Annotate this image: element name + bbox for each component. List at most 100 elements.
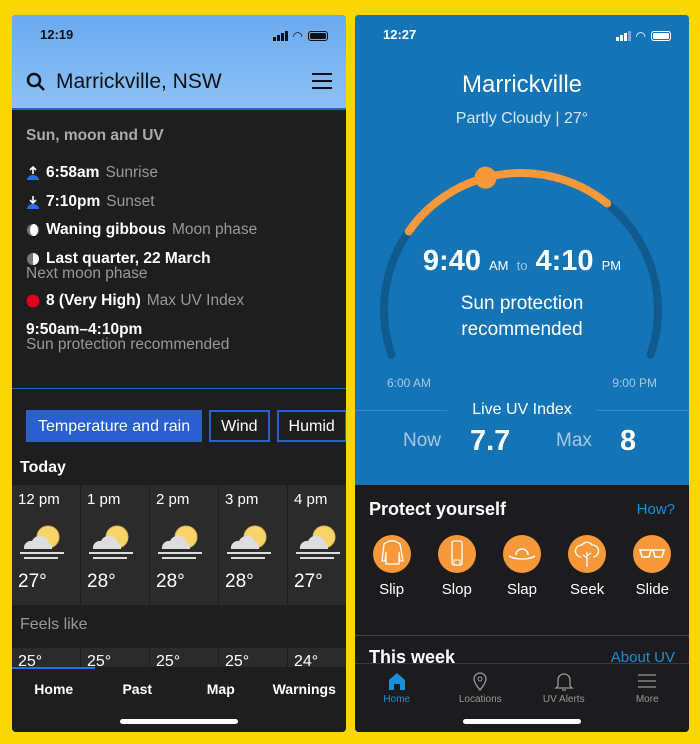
- max-uv-label: Max UV Index: [146, 292, 245, 310]
- tab-humidity[interactable]: Humid: [276, 410, 346, 442]
- sunset-time: 7:10pm: [46, 192, 101, 210]
- partly-cloudy-icon: [18, 523, 70, 568]
- protect-label: Slide: [635, 581, 670, 598]
- nav-label: Locations: [458, 694, 502, 705]
- protect-slide[interactable]: Slide: [627, 535, 677, 599]
- nav-label: More: [635, 694, 659, 705]
- nav-uv-alerts[interactable]: UV Alerts: [522, 664, 606, 732]
- divider: [355, 635, 689, 636]
- hour-time: 4 pm: [294, 491, 328, 508]
- bottom-nav: Home Past Map Warnings: [12, 667, 346, 732]
- next-moon-label: Next moon phase: [26, 265, 148, 282]
- status-time: 12:19: [40, 27, 74, 42]
- weather-condition: Partly Cloudy | 27°: [455, 110, 589, 127]
- divider: [355, 410, 447, 411]
- protect-slip[interactable]: Slip: [367, 535, 417, 599]
- sunrise-time: 6:58am: [46, 164, 100, 182]
- menu-icon[interactable]: [312, 73, 332, 94]
- tab-wind[interactable]: Wind: [209, 410, 270, 442]
- to-label: to: [516, 258, 528, 273]
- protection-line-2: recommended: [461, 319, 583, 340]
- uv-dot-icon: [26, 294, 40, 308]
- nav-home[interactable]: Home: [34, 681, 74, 697]
- today-heading: Today: [20, 459, 66, 476]
- location-search[interactable]: Marrickville, NSW: [26, 70, 222, 94]
- signal-icon: [615, 31, 631, 41]
- bom-weather-phone: 12:19 ◠ Marrickville, NSW Sun, moon and …: [12, 15, 346, 732]
- end-ampm: PM: [601, 258, 622, 273]
- protect-label: Slop: [441, 581, 472, 598]
- tab-temperature-rain[interactable]: Temperature and rain: [26, 410, 203, 442]
- hour-column[interactable]: 2 pm 28°: [150, 485, 219, 605]
- location-name: Marrickville, NSW: [56, 70, 222, 93]
- uv-panel: 12:27 ◠ Marrickville Partly Cloudy | 27°…: [355, 15, 689, 485]
- hour-temp: 27°: [18, 571, 47, 592]
- start-time: 9:40: [422, 245, 481, 277]
- location-pin-icon: [473, 672, 487, 691]
- moon-row: Waning gibbous Moon phase: [26, 216, 257, 245]
- nav-more[interactable]: More: [606, 664, 690, 732]
- next-moon-phase: Last quarter, 22 March: [46, 249, 211, 267]
- sunrise-icon: [27, 166, 39, 181]
- nav-home[interactable]: Home: [355, 664, 439, 732]
- feels-like-value: 24°: [288, 648, 346, 668]
- how-link[interactable]: How?: [636, 501, 675, 518]
- bell-icon: [554, 673, 574, 691]
- tree-icon: [568, 535, 607, 573]
- hour-column[interactable]: 12 pm 27°: [12, 485, 81, 605]
- hour-column[interactable]: 4 pm 27°: [288, 485, 346, 605]
- nav-past[interactable]: Past: [122, 681, 153, 697]
- feels-like-value: 25°: [12, 648, 81, 668]
- sunrise-row: 6:58am Sunrise: [26, 159, 257, 188]
- shirt-icon: [372, 535, 411, 573]
- protection-row: 9:50am–4:10pm: [26, 316, 257, 345]
- about-uv-link[interactable]: About UV: [610, 649, 675, 663]
- next-moon-row: Last quarter, 22 March: [26, 245, 257, 274]
- day-end-time: 9:00 PM: [612, 376, 657, 390]
- hour-time: 2 pm: [156, 491, 190, 508]
- now-uv-value: 7.7: [470, 425, 511, 457]
- forecast-tabs: Temperature and rain Wind Humid: [26, 410, 346, 442]
- now-label: Now: [403, 430, 442, 451]
- this-week-heading: This week: [369, 647, 456, 663]
- divider: [597, 410, 689, 411]
- protect-label: Slip: [379, 581, 405, 598]
- hour-time: 3 pm: [225, 491, 259, 508]
- partly-cloudy-icon: [156, 523, 208, 568]
- protection-message: Sun protection recommended: [355, 291, 689, 343]
- uv-row: 8 (Very High) Max UV Index: [26, 287, 257, 316]
- protect-slop[interactable]: Slop: [432, 535, 482, 599]
- moon-phase: Waning gibbous: [46, 221, 166, 239]
- live-uv-label: Live UV Index: [472, 401, 572, 418]
- feels-like-heading: Feels like: [20, 616, 88, 633]
- protection-label: Sun protection recommended: [26, 336, 230, 353]
- hour-column[interactable]: 3 pm 28°: [219, 485, 288, 605]
- day-start-time: 6:00 AM: [387, 376, 432, 390]
- hour-time: 1 pm: [87, 491, 121, 508]
- city-name: Marrickville: [462, 71, 582, 98]
- feels-like-value: 25°: [150, 648, 219, 668]
- protect-slap[interactable]: Slap: [497, 535, 547, 599]
- nav-warnings[interactable]: Warnings: [272, 681, 336, 697]
- protect-label: Seek: [570, 581, 605, 598]
- active-tab-indicator: [12, 667, 95, 669]
- sunset-row: 7:10pm Sunset: [26, 188, 257, 217]
- sunscreen-icon: [437, 535, 476, 573]
- home-indicator: [120, 719, 238, 724]
- protect-seek[interactable]: Seek: [562, 535, 612, 599]
- signal-icon: [272, 31, 288, 41]
- start-ampm: AM: [489, 258, 509, 273]
- partly-cloudy-icon: [225, 523, 277, 568]
- status-icons: ◠: [272, 29, 328, 43]
- hourly-forecast[interactable]: 12 pm 27° 1 pm 28° 2 pm 28° 3 pm 28° 4 pm 27°: [12, 485, 346, 605]
- partly-cloudy-icon: [294, 523, 346, 568]
- hour-column[interactable]: 1 pm 28°: [81, 485, 150, 605]
- nav-map[interactable]: Map: [206, 681, 235, 697]
- hour-temp: 28°: [225, 571, 254, 592]
- nav-locations[interactable]: Locations: [439, 664, 523, 732]
- home-icon: [388, 673, 405, 690]
- header: 12:19 ◠ Marrickville, NSW: [12, 15, 346, 110]
- protection-arc: [404, 169, 612, 236]
- hat-icon: [502, 535, 541, 573]
- moon-phase-label: Moon phase: [171, 221, 258, 239]
